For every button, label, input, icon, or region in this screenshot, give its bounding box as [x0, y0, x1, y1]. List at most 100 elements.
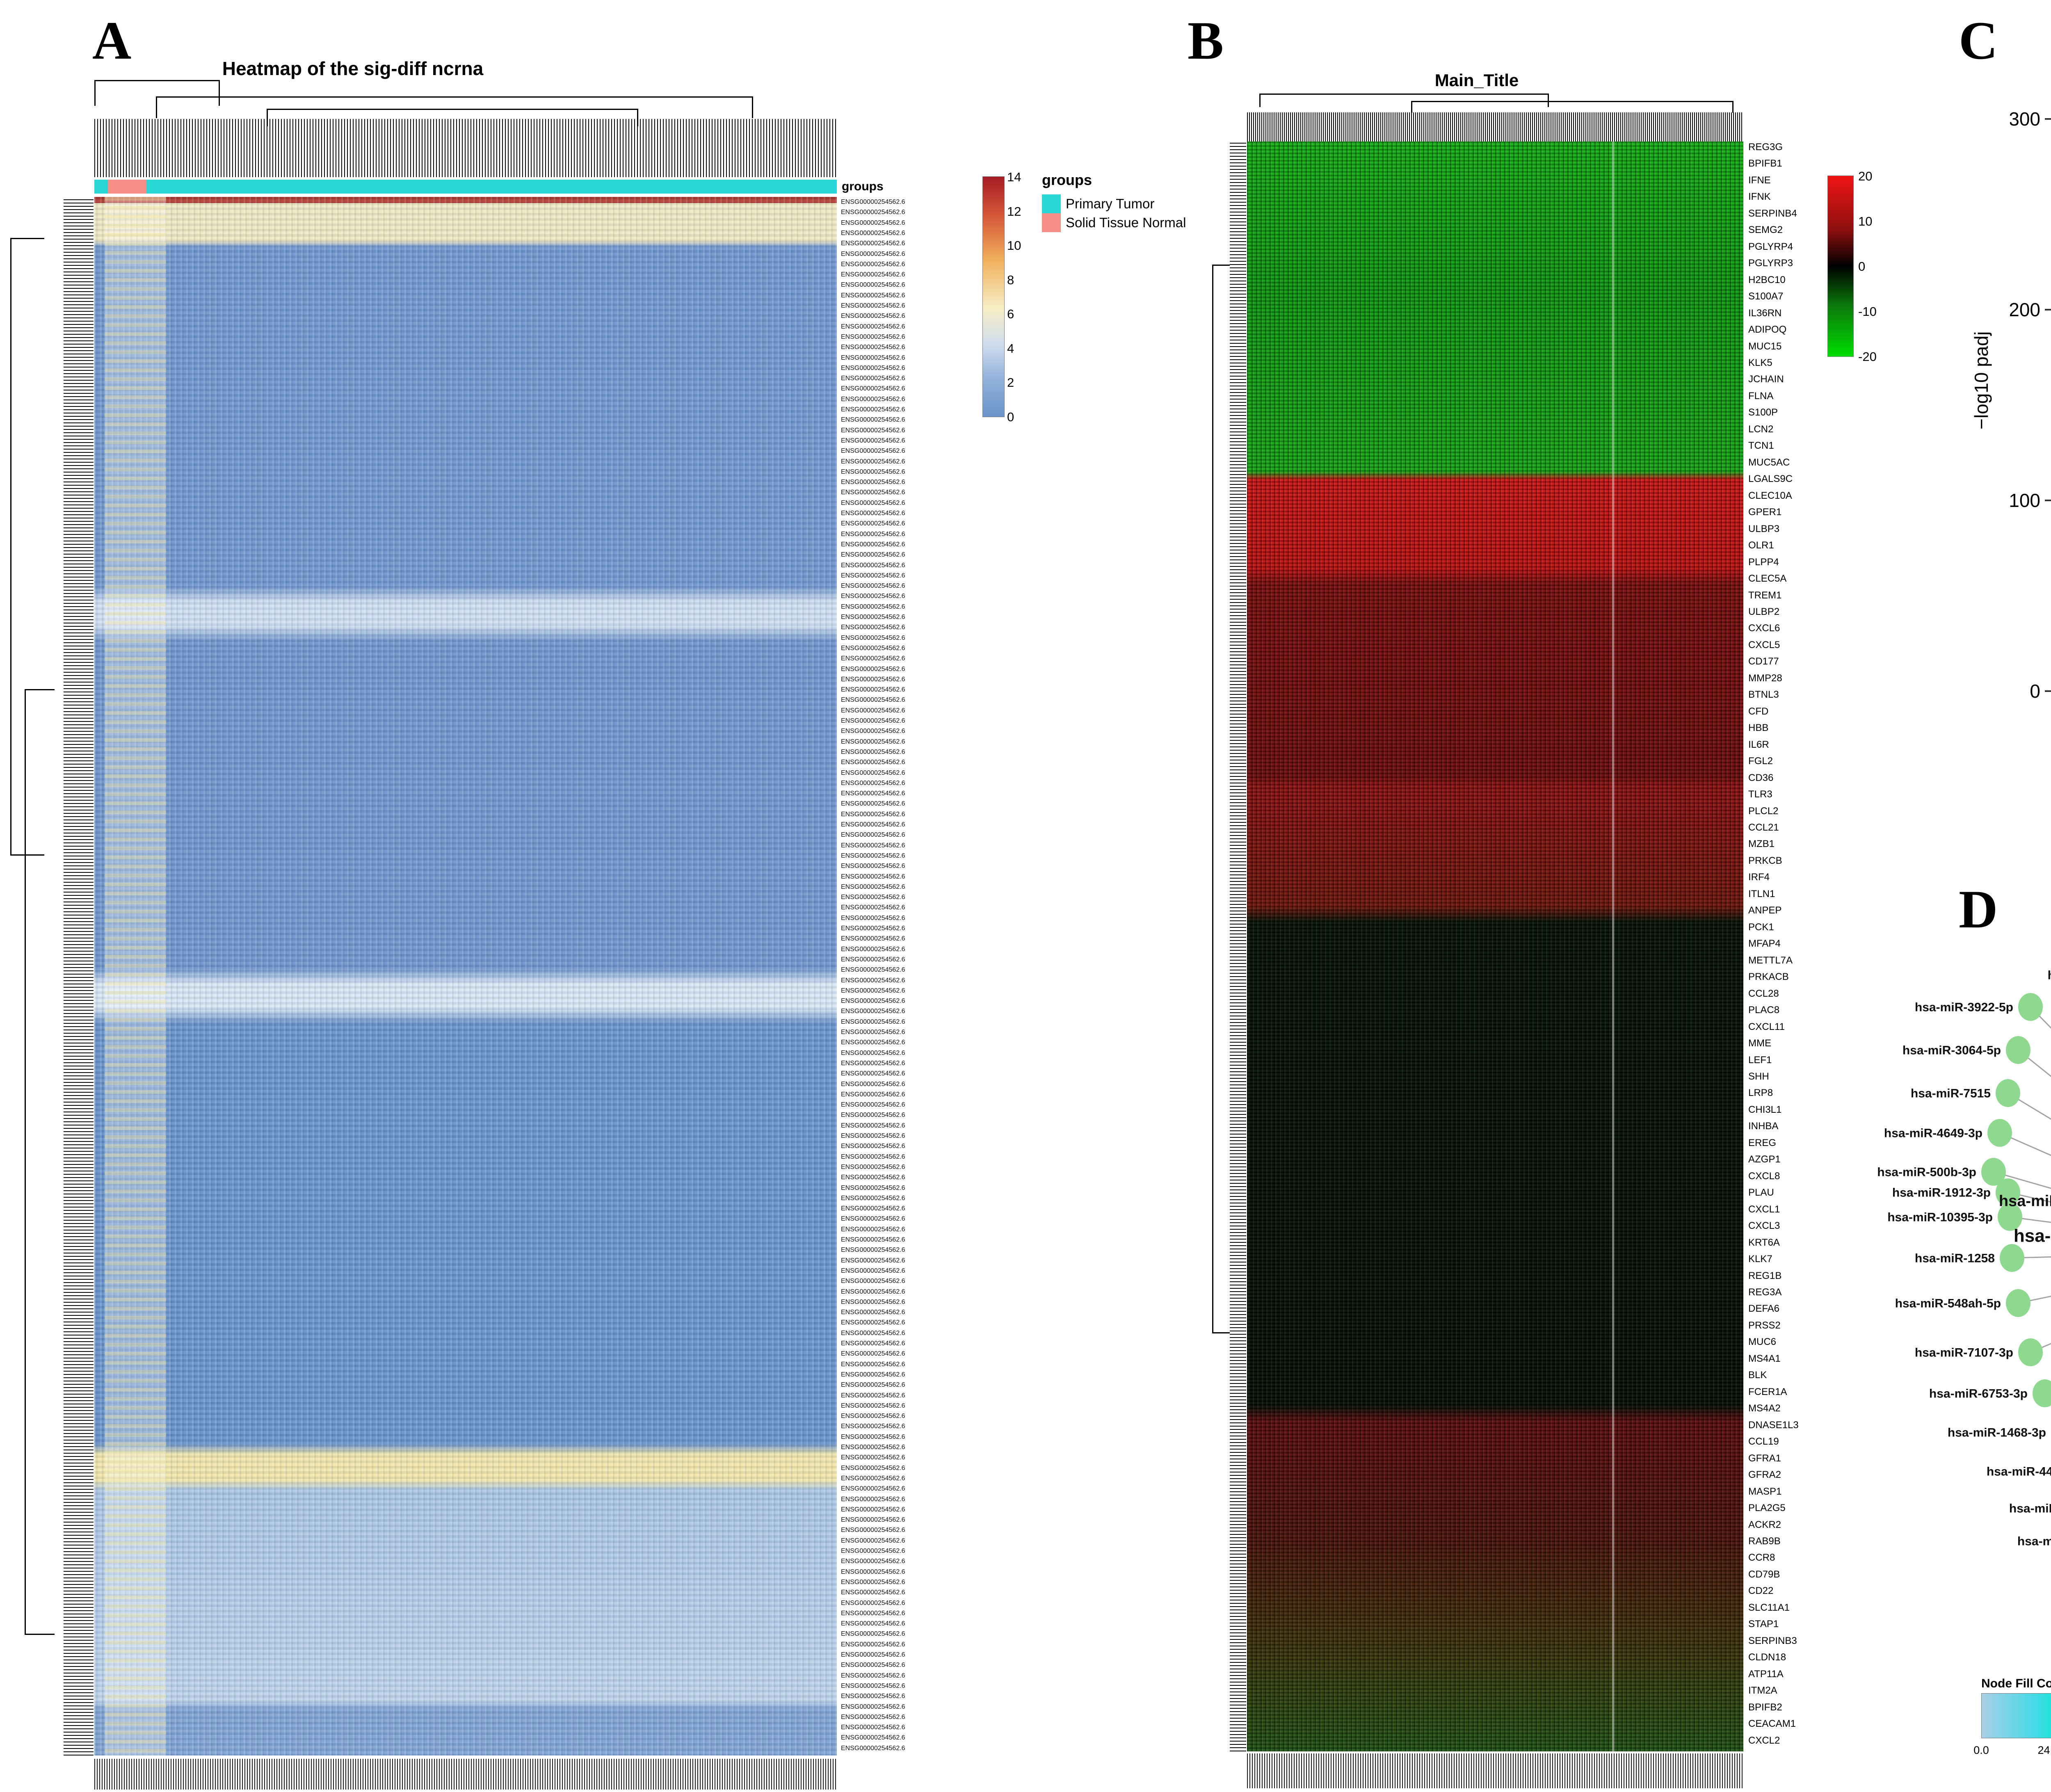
volcano-plot: −10−505100100200300log2 Fold Change	[2010, 108, 2051, 702]
gene-label: PLAC8	[1748, 1004, 1780, 1016]
gene-label: REG3A	[1748, 1287, 1782, 1298]
row-label: ENSG00000254562.6	[841, 1070, 905, 1077]
gene-label: IFNK	[1748, 191, 1771, 203]
row-label: ENSG00000254562.6	[841, 1485, 905, 1493]
row-label: ENSG00000254562.6	[841, 1143, 905, 1150]
row-label: ENSG00000254562.6	[841, 1278, 905, 1285]
row-label: ENSG00000254562.6	[841, 956, 905, 963]
row-label: ENSG00000254562.6	[841, 852, 905, 859]
colorbar-tick: 2	[1007, 375, 1014, 390]
row-label: ENSG00000254562.6	[841, 1641, 905, 1648]
y-tick-label: 100	[2010, 490, 2040, 511]
gene-label: MZB1	[1748, 838, 1775, 850]
network-node-label: hsa-miR-4649-3p	[1884, 1127, 1982, 1140]
gene-label: INHBA	[1748, 1121, 1779, 1132]
row-label: ENSG00000254562.6	[841, 1236, 905, 1243]
row-label: ENSG00000254562.6	[841, 520, 905, 527]
gene-label: CXCL5	[1748, 639, 1780, 651]
row-label: ENSG00000254562.6	[841, 717, 905, 724]
gene-label: MASP1	[1748, 1486, 1782, 1497]
row-label: ENSG00000254562.6	[841, 240, 905, 247]
gene-label: ULBP3	[1748, 523, 1780, 534]
colorbar-tick: 0	[1858, 259, 1866, 274]
row-label: ENSG00000254562.6	[841, 1630, 905, 1638]
row-label: ENSG00000254562.6	[841, 676, 905, 683]
row-label: ENSG00000254562.6	[841, 344, 905, 351]
row-label: ENSG00000254562.6	[841, 1174, 905, 1181]
panel-a-title: Heatmap of the sig-diff ncrna	[222, 58, 484, 79]
gene-label: S100P	[1748, 407, 1778, 418]
gene-label: IL6R	[1748, 739, 1769, 750]
gene-label: BPIFB1	[1748, 158, 1782, 169]
network-node-label: hsa-miR-548aj-5p	[2048, 969, 2051, 982]
row-label: ENSG00000254562.6	[841, 1257, 905, 1264]
gene-label: SHH	[1748, 1071, 1769, 1082]
y-tick-label: 0	[2030, 680, 2040, 702]
gene-label: ITM2A	[1748, 1685, 1777, 1696]
row-label: ENSG00000254562.6	[841, 562, 905, 569]
row-label: ENSG00000254562.6	[841, 281, 905, 289]
row-label: ENSG00000254562.6	[841, 1309, 905, 1316]
row-label: ENSG00000254562.6	[841, 748, 905, 756]
row-label: ENSG00000254562.6	[841, 1703, 905, 1710]
network-edge	[2030, 1006, 2051, 1029]
panel-b-title: Main_Title	[1434, 71, 1519, 90]
gene-label: ULBP2	[1748, 606, 1780, 617]
row-label: ENSG00000254562.6	[841, 1413, 905, 1420]
row-label: ENSG00000254562.6	[841, 614, 905, 621]
gene-label: IRF4	[1748, 872, 1770, 883]
row-label: ENSG00000254562.6	[841, 447, 905, 455]
panel-d-letter: D	[1959, 879, 1998, 939]
row-label: ENSG00000254562.6	[841, 510, 905, 517]
gene-label: OLR1	[1748, 540, 1774, 551]
gene-label: MUC5AC	[1748, 457, 1790, 468]
gene-label: CCL19	[1748, 1436, 1779, 1447]
network-node-label: hsa-miR-7515	[1911, 1087, 1991, 1100]
panel-b-column-gap	[1612, 142, 1614, 1751]
gene-label: TLR3	[1748, 789, 1772, 800]
network-colorbar-ticks: 0.024.348.572.897.0	[1965, 1744, 2051, 1760]
row-label: ENSG00000254562.6	[841, 271, 905, 279]
row-label: ENSG00000254562.6	[841, 260, 905, 268]
row-label: ENSG00000254562.6	[841, 1132, 905, 1139]
network-node-label: hsa-miR-3922-5p	[1915, 1001, 2013, 1014]
gene-label: CD36	[1748, 772, 1774, 783]
row-label: ENSG00000254562.6	[841, 582, 905, 590]
row-label: ENSG00000254562.6	[841, 998, 905, 1005]
gene-label: KRT6A	[1748, 1237, 1780, 1248]
gene-label: REG3G	[1748, 142, 1783, 153]
row-label: ENSG00000254562.6	[841, 1392, 905, 1399]
gene-label: HBB	[1748, 722, 1769, 734]
row-label: ENSG00000254562.6	[841, 1039, 905, 1046]
row-label: ENSG00000254562.6	[841, 1018, 905, 1025]
row-label: ENSG00000254562.6	[841, 333, 905, 340]
row-label: ENSG00000254562.6	[841, 655, 905, 662]
groups-legend-title: groups	[1042, 171, 1092, 188]
primary-tumor-swatch	[1042, 194, 1061, 213]
gene-label: GFRA2	[1748, 1469, 1781, 1481]
row-label: ENSG00000254562.6	[841, 1589, 905, 1596]
network-node	[2018, 993, 2043, 1021]
network-colorbar	[1981, 1693, 2051, 1738]
row-label: ENSG00000254562.6	[841, 1049, 905, 1057]
colorbar-tick: 6	[1007, 307, 1014, 322]
row-label: ENSG00000254562.6	[841, 1246, 905, 1254]
network-node-label: hsa-miR-6753-3p	[1929, 1387, 2028, 1401]
panel-b-gene-labels: REG3G BPIFB1 IFNE IFNK SERPINB4 SEMG2 PGLYRP4 P…	[1748, 142, 1826, 1751]
network-node-label: hsa-miR-1258	[1915, 1252, 1995, 1265]
network-edge	[1993, 1171, 2051, 1189]
colorbar-tick: 0.0	[1973, 1744, 1989, 1756]
row-label: ENSG00000254562.6	[841, 1662, 905, 1669]
row-label: ENSG00000254562.6	[841, 644, 905, 652]
row-label: ENSG00000254562.6	[841, 499, 905, 507]
row-label: ENSG00000254562.6	[841, 1423, 905, 1430]
row-label: ENSG00000254562.6	[841, 1548, 905, 1555]
row-label: ENSG00000254562.6	[841, 1008, 905, 1015]
network-node-label: hsa-miR-4478	[2009, 1502, 2051, 1516]
network-node-label: hsa-miR-10395-3p	[1887, 1211, 1993, 1224]
gene-label: BLK	[1748, 1370, 1767, 1381]
row-label: ENSG00000254562.6	[841, 364, 905, 372]
gene-label: KLK7	[1748, 1253, 1772, 1265]
row-label: ENSG00000254562.6	[841, 375, 905, 382]
row-label: ENSG00000254562.6	[841, 292, 905, 299]
